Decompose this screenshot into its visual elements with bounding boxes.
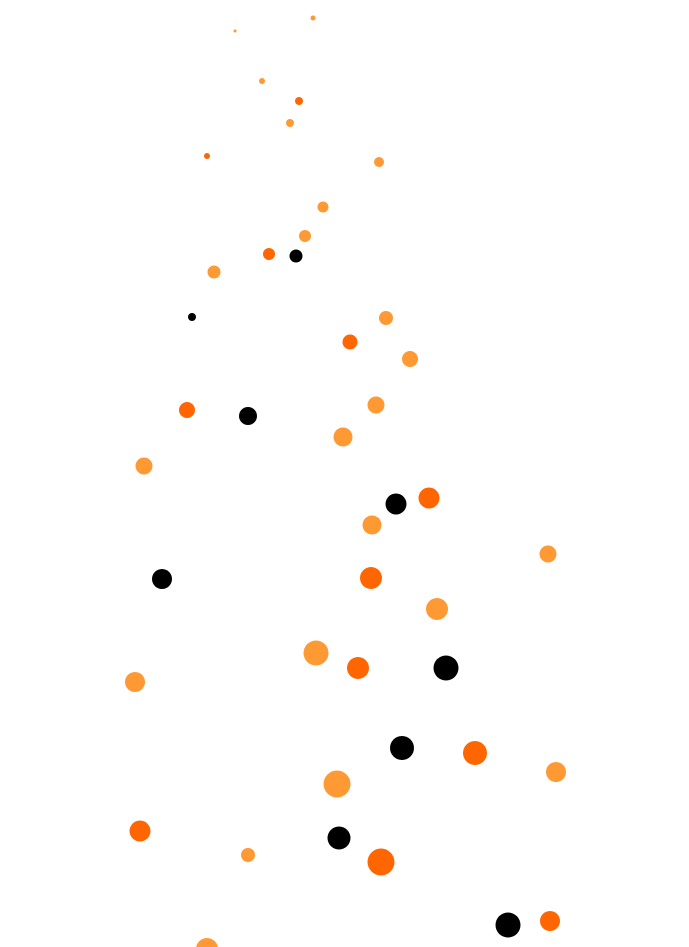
light-orange-dot: [402, 351, 418, 367]
dark-orange-dot: [360, 567, 382, 589]
light-orange-dot: [546, 762, 566, 782]
dark-orange-dot: [342, 334, 358, 350]
dark-orange-dot: [295, 97, 303, 105]
light-orange-dot: [539, 545, 557, 563]
black-dot: [327, 826, 351, 850]
dark-orange-dot: [179, 402, 195, 418]
dark-orange-dot: [418, 487, 440, 509]
light-orange-dot: [125, 672, 145, 692]
light-orange-dot: [317, 201, 329, 213]
light-orange-dot: [299, 230, 311, 242]
dark-orange-dot: [263, 248, 275, 260]
black-dot: [188, 313, 196, 321]
black-dot: [289, 249, 303, 263]
light-orange-dot: [362, 515, 382, 535]
light-orange-dot: [310, 15, 316, 21]
dark-orange-dot: [129, 820, 151, 842]
light-orange-dot: [286, 119, 294, 127]
light-orange-dot: [374, 157, 384, 167]
light-orange-dot: [196, 938, 218, 947]
black-dot: [390, 736, 414, 760]
light-orange-dot: [323, 770, 351, 798]
dark-orange-dot: [463, 741, 487, 765]
black-dot: [239, 407, 257, 425]
black-dot: [152, 569, 172, 589]
dark-orange-dot: [367, 848, 395, 876]
dark-orange-dot: [204, 153, 210, 159]
dark-orange-dot: [540, 911, 560, 931]
dark-orange-dot: [347, 657, 369, 679]
light-orange-dot: [207, 265, 221, 279]
light-orange-dot: [259, 78, 265, 84]
light-orange-dot: [241, 848, 255, 862]
black-dot: [433, 655, 459, 681]
light-orange-dot: [135, 457, 153, 475]
light-orange-dot: [379, 311, 393, 325]
light-orange-dot: [426, 598, 448, 620]
light-orange-dot: [367, 396, 385, 414]
light-orange-dot: [233, 29, 237, 33]
black-dot: [385, 493, 407, 515]
light-orange-dot: [333, 427, 353, 447]
light-orange-dot: [303, 640, 329, 666]
black-dot: [495, 912, 521, 938]
